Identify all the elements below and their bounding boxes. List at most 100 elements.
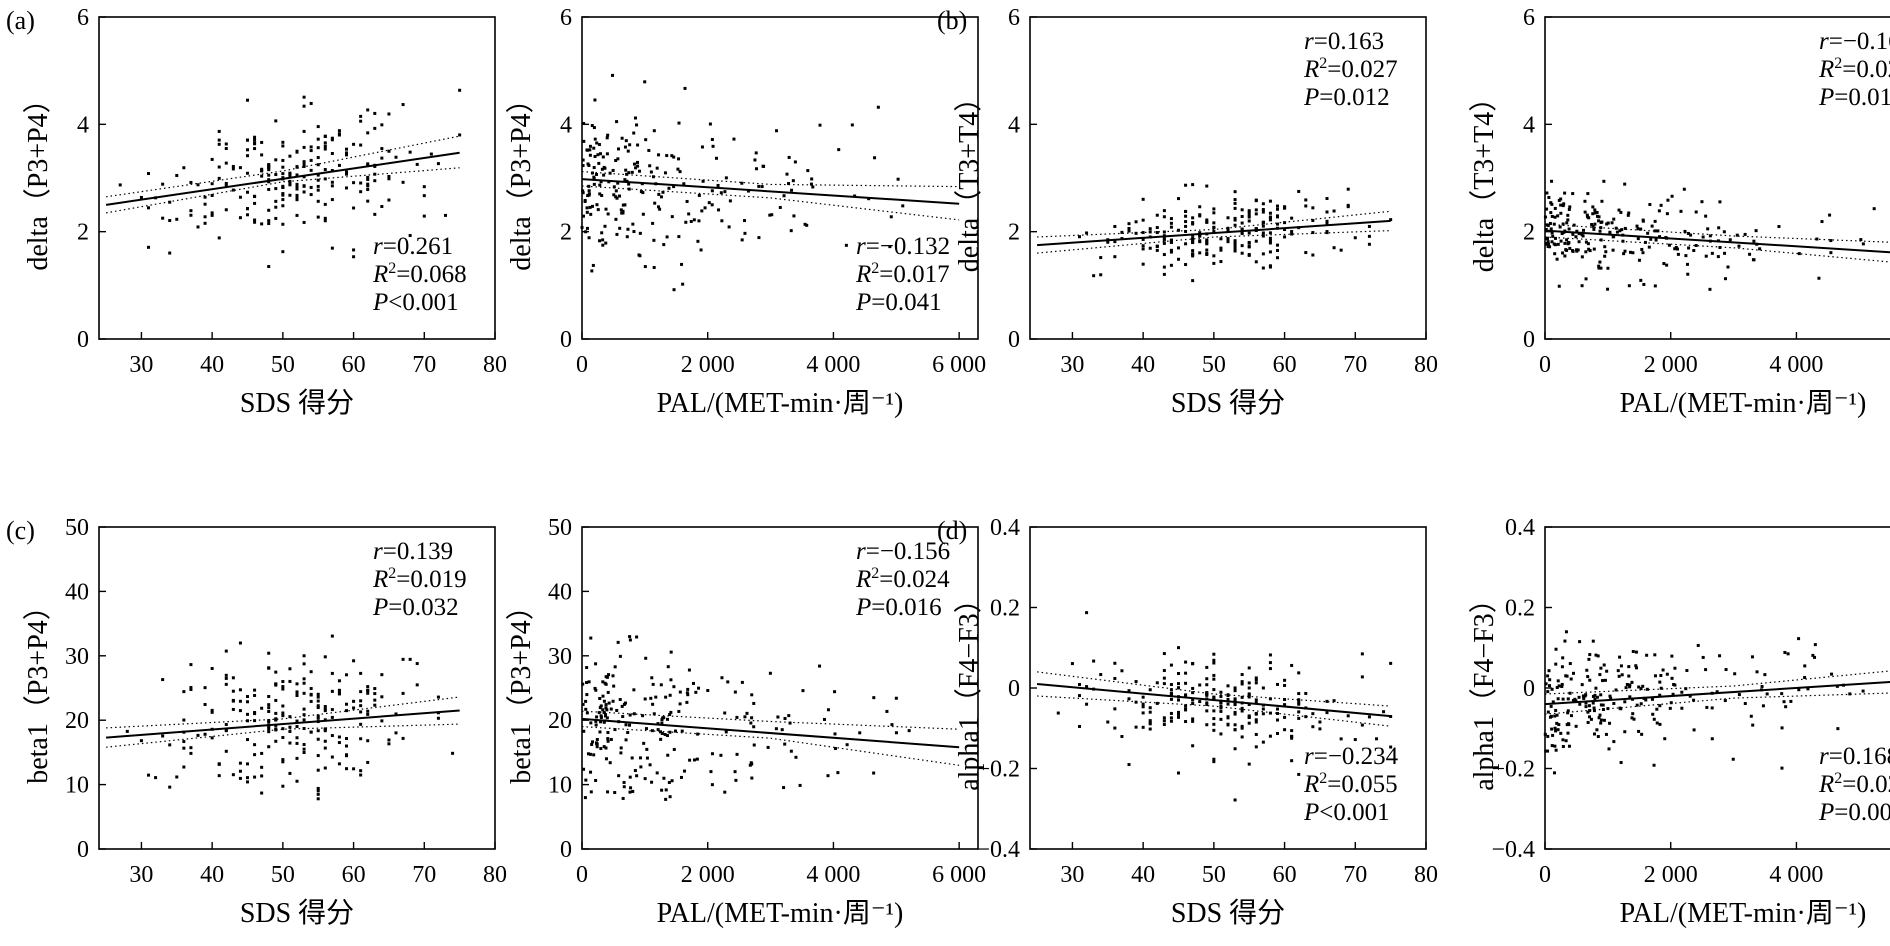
scatter-point (1212, 677, 1216, 681)
scatter-point (345, 767, 348, 771)
y-tick-label: 10 (548, 773, 572, 799)
scatter-point (719, 191, 723, 195)
scatter-point (1247, 681, 1251, 685)
scatter-point (1723, 251, 1727, 255)
x-tick-label: 2 000 (681, 862, 735, 888)
scatter-point (323, 704, 327, 708)
scatter-point (1389, 218, 1393, 222)
scatter-point (1219, 260, 1223, 264)
scatter-point (632, 162, 636, 166)
scatter-point (1669, 701, 1673, 705)
scatter-point (359, 773, 363, 777)
ci-lower-line (1544, 236, 1890, 263)
scatter-point (811, 185, 815, 189)
scatter-point (1141, 262, 1145, 266)
x-tick-label: 60 (342, 352, 366, 378)
scatter-point (1311, 712, 1315, 716)
scatter-point (587, 184, 591, 188)
scatter-point (1233, 239, 1237, 243)
scatter-point (1861, 242, 1865, 246)
stat-p: P<0.001 (1303, 799, 1390, 826)
scatter-point (601, 243, 605, 247)
scatter-point (1631, 712, 1635, 716)
scatter-point (593, 154, 597, 158)
scatter-point (422, 185, 426, 189)
scatter-point (586, 162, 590, 166)
scatter-point (1226, 702, 1230, 706)
scatter-point (1254, 732, 1258, 736)
scatter-point (323, 729, 327, 733)
scatter-point (733, 690, 737, 694)
scatter-point (694, 690, 698, 694)
scatter-point (203, 221, 207, 225)
scatter-point (1704, 668, 1708, 672)
x-axis-label: PAL/(MET-min·周⁻¹) (1620, 898, 1867, 929)
scatter-point (1612, 701, 1616, 705)
scatter-point (1544, 682, 1548, 686)
scatter-point (609, 737, 613, 741)
scatter-point (1692, 728, 1696, 732)
scatter-point (189, 687, 193, 691)
scatter-point (1606, 287, 1610, 291)
scatter-point (616, 640, 620, 644)
scatter-point (1360, 652, 1364, 656)
scatter-point (1737, 244, 1741, 248)
scatter-point (686, 693, 690, 697)
scatter-point (1701, 235, 1705, 239)
scatter-point (1708, 234, 1712, 238)
scatter-point (1606, 221, 1610, 225)
scatter-point (380, 673, 384, 677)
scatter-point (1247, 215, 1251, 219)
y-tick-label: 0 (560, 327, 572, 353)
scatter-point (1556, 728, 1560, 732)
scatter-point (267, 208, 271, 212)
scatter-point (380, 719, 384, 723)
scatter-point (1554, 708, 1558, 712)
scatter-point (826, 774, 830, 778)
scatter-point (645, 756, 649, 760)
scatter-point (1724, 668, 1728, 672)
scatter-point (1651, 712, 1655, 716)
scatter-point (316, 215, 320, 219)
scatter-point (1673, 683, 1677, 687)
scatter-point (662, 776, 666, 780)
scatter-point (750, 716, 754, 720)
scatter-point (1813, 643, 1817, 647)
scatter-point (1632, 717, 1636, 721)
scatter-point (1758, 247, 1762, 251)
scatter-point (587, 193, 591, 197)
x-tick-label: 50 (1202, 862, 1226, 888)
scatter-point (1240, 230, 1244, 234)
scatter-point (596, 153, 600, 157)
scatter-point (1191, 717, 1195, 721)
scatter-point (1549, 704, 1553, 708)
scatter-point (667, 186, 671, 190)
scatter-point (1595, 214, 1599, 218)
scatter-point (1593, 208, 1597, 212)
scatter-point (1722, 230, 1726, 234)
y-tick-label: 10 (65, 773, 89, 799)
scatter-point (1254, 260, 1258, 264)
scatter-point (337, 692, 341, 696)
scatter-point (1177, 257, 1180, 261)
scatter-point (373, 698, 377, 702)
scatter-point (1276, 731, 1279, 735)
scatter-point (281, 176, 285, 180)
scatter-point (210, 710, 214, 714)
scatter-point (743, 219, 747, 223)
scatter-point (1572, 223, 1576, 227)
scatter-point (1568, 662, 1572, 666)
scatter-point (659, 737, 663, 741)
scatter-point (801, 689, 805, 693)
scatter-point (650, 676, 654, 680)
scatter-point (281, 685, 285, 689)
scatter-point (1584, 240, 1588, 244)
panel-label: (c) (6, 516, 35, 545)
scatter-point (726, 680, 730, 684)
scatter-point (1276, 222, 1279, 226)
scatter-point (590, 742, 594, 746)
scatter-point (1177, 698, 1180, 702)
y-tick-label: 0.4 (1505, 515, 1535, 541)
scatter-point (281, 758, 285, 762)
scatter-point (1654, 238, 1658, 242)
